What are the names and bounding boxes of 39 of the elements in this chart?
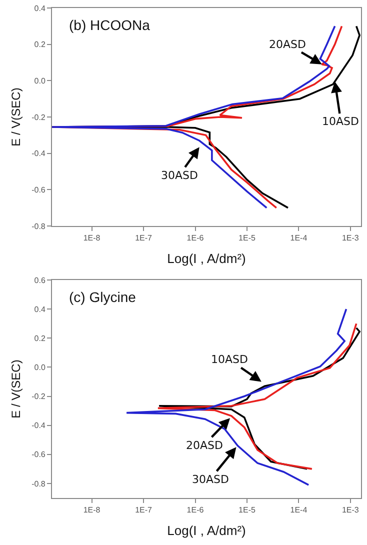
annotation: 20ASD <box>269 38 306 51</box>
y-axis-title: E / V(SEC) <box>8 360 23 418</box>
annotation: 30ASD <box>192 473 229 486</box>
y-tick-label: -0.4 <box>32 421 46 430</box>
x-tick-label: 1E-4 <box>290 506 308 515</box>
annotation: 10ASD <box>322 115 359 128</box>
x-tick-label: 1E-5 <box>238 234 256 243</box>
y-tick-label: -0.2 <box>32 392 46 402</box>
x-tick-label: 1E-4 <box>290 234 308 243</box>
annotation: 30ASD <box>161 169 198 182</box>
x-tick-label: 1E-7 <box>135 506 153 515</box>
y-tick-label: -0.4 <box>32 149 46 158</box>
text: (c) Glycine <box>69 289 136 305</box>
x-tick-label: 1E-6 <box>186 234 204 243</box>
annotation: 10ASD <box>211 353 248 366</box>
y-tick-label: 0.2 <box>34 40 46 50</box>
x-axis-title: Log(I , A/dm²) <box>167 523 246 538</box>
y-tick-label: 0.2 <box>34 334 46 343</box>
x-tick-label: 1E-6 <box>186 506 204 515</box>
x-tick-label: 1E-8 <box>83 506 101 515</box>
y-tick-label: 0.0 <box>34 363 46 372</box>
y-tick-label: 0.6 <box>34 276 46 285</box>
x-tick-label: 1E-3 <box>342 234 360 243</box>
text: (b) HCOONa <box>69 17 150 33</box>
x-tick-label: 1E-8 <box>83 234 101 243</box>
y-tick-label: 0.4 <box>34 4 46 13</box>
y-tick-label: -0.8 <box>32 479 46 488</box>
x-tick-label: 1E-5 <box>238 506 256 515</box>
annotation: 20ASD <box>186 439 223 452</box>
y-tick-label: -0.8 <box>32 222 46 231</box>
y-tick-label: -0.2 <box>32 112 46 122</box>
y-tick-label: -0.6 <box>32 185 46 194</box>
y-tick-label: 0.0 <box>34 76 46 86</box>
y-tick-label: -0.6 <box>32 450 46 460</box>
y-tick-label: 0.4 <box>34 304 46 314</box>
x-tick-label: 1E-7 <box>135 234 153 243</box>
x-axis-title: Log(I , A/dm²) <box>167 251 246 266</box>
x-tick-label: 1E-3 <box>342 506 360 515</box>
y-axis-title: E / V(SEC) <box>8 88 23 146</box>
